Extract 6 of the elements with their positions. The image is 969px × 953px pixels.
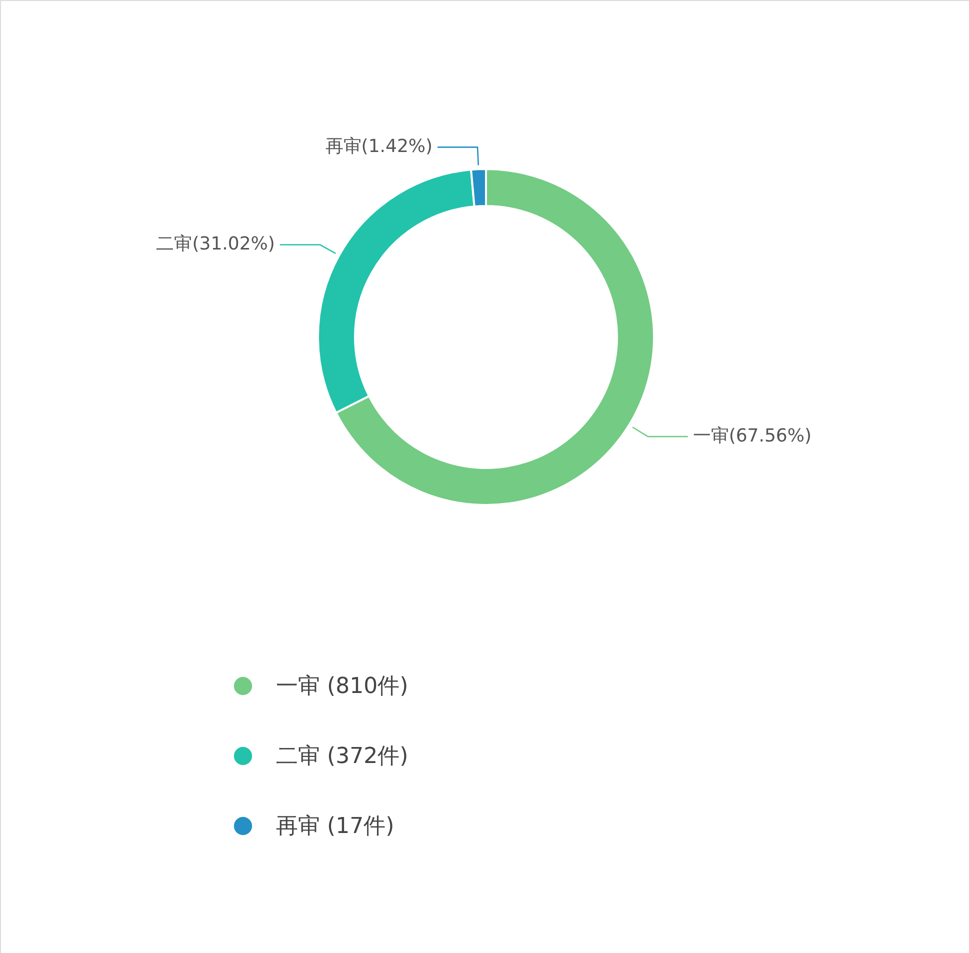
legend-label: 一审 (810件): [276, 674, 408, 699]
data-label: 二审(31.02%): [156, 234, 275, 255]
legend-label: 再审 (17件): [276, 814, 394, 839]
data-label: 一审(67.56%): [692, 426, 812, 447]
data-label: 再审(1.42%): [325, 136, 433, 158]
legend-label: 二审 (372件): [276, 744, 408, 769]
